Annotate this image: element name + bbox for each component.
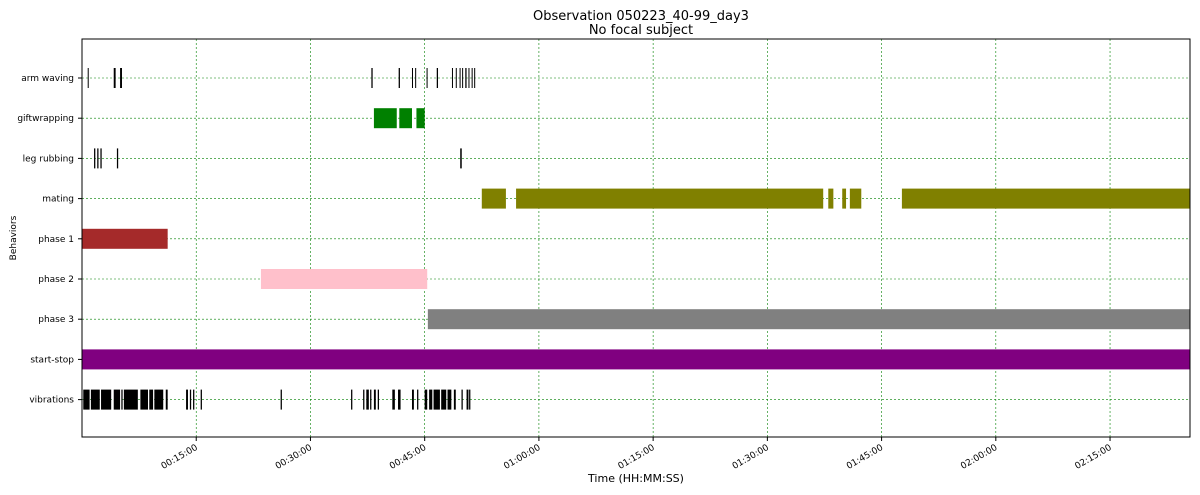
behavior-segment bbox=[140, 389, 148, 410]
x-tick-label: 01:15:00 bbox=[617, 443, 657, 472]
behavior-segment bbox=[427, 309, 1190, 330]
behavior-segment bbox=[436, 68, 439, 88]
behavior-segment bbox=[113, 389, 121, 410]
behavior-segment bbox=[83, 389, 90, 410]
behavior-segment bbox=[260, 269, 428, 289]
behavior-segment bbox=[149, 389, 154, 410]
y-tick-label: phase 1 bbox=[38, 235, 74, 245]
behavior-segment bbox=[468, 68, 470, 88]
chart-title: Observation 050223_40-99_day3 bbox=[533, 9, 749, 24]
behavior-segment bbox=[849, 188, 862, 209]
behavior-segment bbox=[433, 389, 440, 410]
behavior-segment bbox=[154, 389, 164, 410]
behavior-segment bbox=[193, 389, 195, 410]
behavior-segment bbox=[828, 188, 834, 209]
behavior-segment bbox=[426, 68, 428, 88]
behavior-segment bbox=[94, 148, 96, 169]
y-tick-label: phase 2 bbox=[38, 275, 74, 285]
behavior-segment bbox=[101, 389, 112, 410]
x-tick-labels: 00:15:00 00:30:00 00:45:00 01:00:00 01:15:00… bbox=[160, 437, 1114, 472]
behavior-segment bbox=[459, 68, 461, 88]
behavior-segment bbox=[842, 188, 847, 209]
y-tick-label: vibrations bbox=[29, 396, 74, 406]
y-axis-label: Behaviors bbox=[9, 215, 19, 260]
y-tick-label: leg rubbing bbox=[23, 154, 74, 164]
behavior-segment bbox=[416, 108, 425, 129]
behavior-segment bbox=[363, 389, 365, 410]
behavior-bars bbox=[82, 68, 1190, 410]
behavior-segment bbox=[280, 389, 282, 410]
chart-subtitle: No focal subject bbox=[589, 23, 693, 38]
x-tick-label: 01:00:00 bbox=[502, 443, 542, 472]
behavior-segment bbox=[123, 389, 138, 410]
behavior-segment bbox=[481, 188, 506, 209]
behavior-segment bbox=[424, 389, 428, 410]
y-tick-label: start-stop bbox=[30, 355, 74, 365]
y-tick-labels: arm waving giftwrapping leg rubbing mating p… bbox=[17, 74, 82, 406]
behavior-segment bbox=[90, 389, 100, 410]
behavior-segment bbox=[441, 389, 447, 410]
behavior-segment bbox=[366, 389, 369, 410]
grid bbox=[82, 39, 1190, 437]
behavior-segment bbox=[371, 68, 373, 88]
behavior-segment bbox=[411, 389, 414, 410]
behavior-segment bbox=[113, 68, 116, 88]
behavior-segment bbox=[370, 389, 372, 410]
x-tick-label: 02:00:00 bbox=[959, 443, 999, 472]
x-tick-label: 02:15:00 bbox=[1074, 443, 1114, 472]
behavior-segment bbox=[97, 148, 99, 169]
behavior-segment bbox=[469, 389, 471, 410]
behavior-segment bbox=[121, 389, 123, 410]
behavior-segment bbox=[465, 68, 467, 88]
behavior-segment bbox=[460, 148, 462, 169]
x-tick-label: 01:30:00 bbox=[731, 443, 771, 472]
behavior-segment bbox=[373, 389, 376, 410]
behavior-segment bbox=[398, 389, 401, 410]
behavior-segment bbox=[451, 68, 453, 88]
behavior-segment bbox=[120, 68, 122, 88]
x-tick-label: 00:15:00 bbox=[160, 443, 200, 472]
behavior-segment bbox=[399, 108, 412, 129]
behavior-segment bbox=[200, 389, 202, 410]
behavior-segment bbox=[474, 68, 476, 88]
behavior-segment bbox=[392, 389, 395, 410]
behavior-segment bbox=[82, 349, 1190, 370]
behavior-segment bbox=[373, 108, 397, 129]
plot-frame bbox=[81, 38, 1191, 438]
behavior-segment bbox=[455, 68, 457, 88]
behavior-segment bbox=[100, 148, 102, 169]
behavior-segment bbox=[516, 188, 824, 209]
behavior-segment bbox=[462, 68, 464, 88]
x-axis-label: Time (HH:MM:SS) bbox=[587, 472, 684, 485]
behavior-segment bbox=[186, 389, 188, 410]
y-tick-label: phase 3 bbox=[38, 315, 74, 325]
behavior-segment bbox=[466, 389, 469, 410]
behavior-segment bbox=[411, 68, 414, 88]
behavior-segment bbox=[189, 389, 192, 410]
behavior-segment bbox=[461, 389, 463, 410]
behavior-segment bbox=[165, 389, 168, 410]
x-tick-label: 01:45:00 bbox=[845, 443, 885, 472]
y-tick-label: arm waving bbox=[21, 74, 74, 84]
behavior-segment bbox=[87, 68, 89, 88]
x-tick-label: 00:30:00 bbox=[274, 443, 314, 472]
behavior-segment bbox=[417, 389, 419, 410]
behavior-segment bbox=[447, 389, 452, 410]
y-tick-label: mating bbox=[42, 195, 74, 205]
behavior-segment bbox=[429, 389, 433, 410]
behavior-segment bbox=[415, 68, 417, 88]
behavior-segment bbox=[116, 148, 119, 169]
behavior-segment bbox=[82, 228, 168, 249]
behavior-segment bbox=[377, 389, 379, 410]
behavior-segment bbox=[901, 188, 1190, 209]
behavior-segment bbox=[453, 389, 456, 410]
y-tick-label: giftwrapping bbox=[17, 114, 74, 124]
behavior-segment bbox=[398, 68, 400, 88]
behavior-segment bbox=[351, 389, 353, 410]
x-tick-label: 00:45:00 bbox=[388, 443, 428, 472]
behavior-segment bbox=[471, 68, 473, 88]
